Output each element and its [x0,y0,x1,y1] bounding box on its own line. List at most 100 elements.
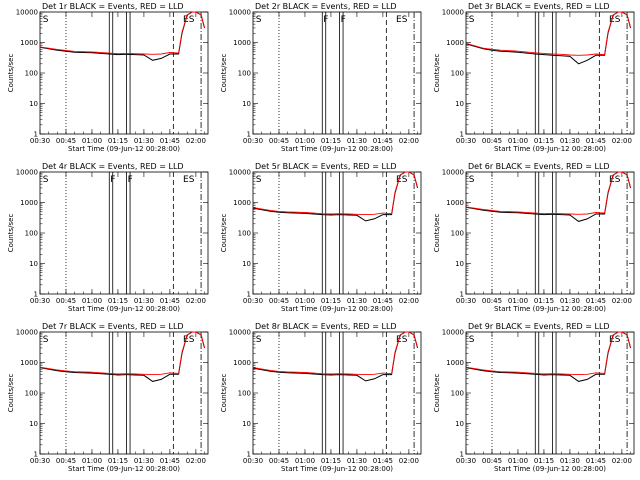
y-tick-label: 100 [238,70,251,78]
x-axis-label: Start Time (09-Jun-12 00:28:00) [281,145,393,153]
event-marker-label: S [469,15,475,25]
x-tick-label: 01:30 [134,457,154,465]
x-tick-label: 02:00 [612,297,632,305]
lld-series-line [39,11,205,55]
event-marker-label: ES [609,335,621,345]
x-tick-label: 01:15 [534,297,554,305]
y-tick-label: 100 [238,390,251,398]
x-axis-label: Start Time (09-Jun-12 00:28:00) [494,305,606,313]
x-tick-label: 00:45 [269,297,289,305]
panel-det-5: Det 5r BLACK = Events, RED = LLD 1 10 100 10… [220,162,422,313]
y-tick-label: 10000 [229,169,251,177]
x-axis-label: Start Time (09-Jun-12 00:28:00) [68,305,180,313]
event-marker-label: ES [396,335,408,345]
y-tick-label: 1000 [233,39,251,47]
x-axis-label: Start Time (09-Jun-12 00:28:00) [281,305,393,313]
x-tick-label: 02:00 [186,137,206,145]
x-tick-label: 00:45 [482,457,502,465]
y-tick-label: 1000 [20,199,38,207]
events-series-line [465,11,631,65]
event-marker-label: S [256,335,262,345]
x-tick-label: 01:45 [586,137,606,145]
x-tick-label: 01:00 [295,457,315,465]
event-marker-label: F [323,15,328,25]
y-tick-label: 1000 [446,359,464,367]
y-tick-label: 100 [25,390,38,398]
x-tick-label: 01:45 [160,137,180,145]
x-tick-label: 01:15 [321,297,341,305]
y-tick-label: 10 [29,100,38,108]
x-tick-label: 00:30 [30,137,50,145]
y-tick-label: 10000 [442,329,464,337]
lld-series-line [465,331,631,376]
x-tick-label: 02:00 [399,297,419,305]
plot-frame [39,171,209,295]
x-tick-label: 01:45 [373,137,393,145]
x-tick-label: 01:45 [586,297,606,305]
lld-series-line [252,331,418,376]
panel-title: Det 1r BLACK = Events, RED = LLD [42,2,184,11]
plot-frame [252,11,422,135]
panel-det-8: Det 8r BLACK = Events, RED = LLD 1 10 100 10… [220,322,422,473]
y-tick-label: 100 [451,390,464,398]
x-tick-label: 02:00 [612,457,632,465]
lld-series-line [465,11,631,56]
y-tick-label: 10 [29,420,38,428]
panel-det-2: Det 2r BLACK = Events, RED = LLD 1 10 100 10… [220,2,422,153]
y-tick-label: 100 [238,230,251,238]
x-tick-label: 01:00 [82,137,102,145]
y-tick-label: 1 [247,291,251,299]
y-axis-label: Counts/sec [7,374,15,413]
x-tick-label: 00:30 [30,457,50,465]
y-tick-label: 1000 [233,359,251,367]
panel-title: Det 8r BLACK = Events, RED = LLD [255,322,397,331]
x-tick-label: 00:45 [56,457,76,465]
x-tick-label: 01:00 [295,137,315,145]
y-tick-label: 1 [460,451,464,459]
x-axis-label: Start Time (09-Jun-12 00:28:00) [494,465,606,473]
y-tick-label: 1000 [20,359,38,367]
panel-title: Det 5r BLACK = Events, RED = LLD [255,162,397,171]
panel-title: Det 6r BLACK = Events, RED = LLD [468,162,610,171]
lld-series-line [39,331,205,376]
event-marker-label: ES [183,335,195,345]
y-tick-label: 10000 [442,9,464,17]
y-axis-label: Counts/sec [7,214,15,253]
y-tick-label: 100 [25,230,38,238]
y-tick-label: 100 [451,70,464,78]
event-marker-label: F [110,175,115,185]
x-tick-label: 01:30 [560,457,580,465]
x-tick-label: 01:15 [108,457,128,465]
y-axis-label: Counts/sec [433,214,441,253]
event-marker-label: ES [396,175,408,185]
x-axis-label: Start Time (09-Jun-12 00:28:00) [494,145,606,153]
y-tick-label: 1 [247,131,251,139]
x-tick-label: 01:30 [347,137,367,145]
y-tick-label: 1000 [446,199,464,207]
y-tick-label: 10 [242,260,251,268]
panel-det-6: Det 6r BLACK = Events, RED = LLD 1 10 100 10… [433,162,635,313]
event-marker-label: S [43,335,49,345]
x-axis-label: Start Time (09-Jun-12 00:28:00) [281,465,393,473]
y-tick-label: 10 [455,260,464,268]
event-marker-label: S [43,15,49,25]
y-tick-label: 10 [455,100,464,108]
x-tick-label: 02:00 [186,297,206,305]
x-tick-label: 01:30 [347,297,367,305]
y-axis-label: Counts/sec [433,54,441,93]
y-tick-label: 10000 [442,169,464,177]
x-tick-label: 01:15 [534,137,554,145]
lld-series-line [465,171,631,215]
y-tick-label: 10 [242,420,251,428]
panel-title: Det 7r BLACK = Events, RED = LLD [42,322,184,331]
x-axis-label: Start Time (09-Jun-12 00:28:00) [68,145,180,153]
y-tick-label: 10000 [16,329,38,337]
x-tick-label: 00:30 [243,137,263,145]
y-tick-label: 10 [455,420,464,428]
x-tick-label: 00:30 [456,137,476,145]
x-tick-label: 00:45 [56,297,76,305]
event-marker-label: S [256,175,262,185]
x-tick-label: 00:30 [456,297,476,305]
x-tick-label: 01:15 [321,137,341,145]
